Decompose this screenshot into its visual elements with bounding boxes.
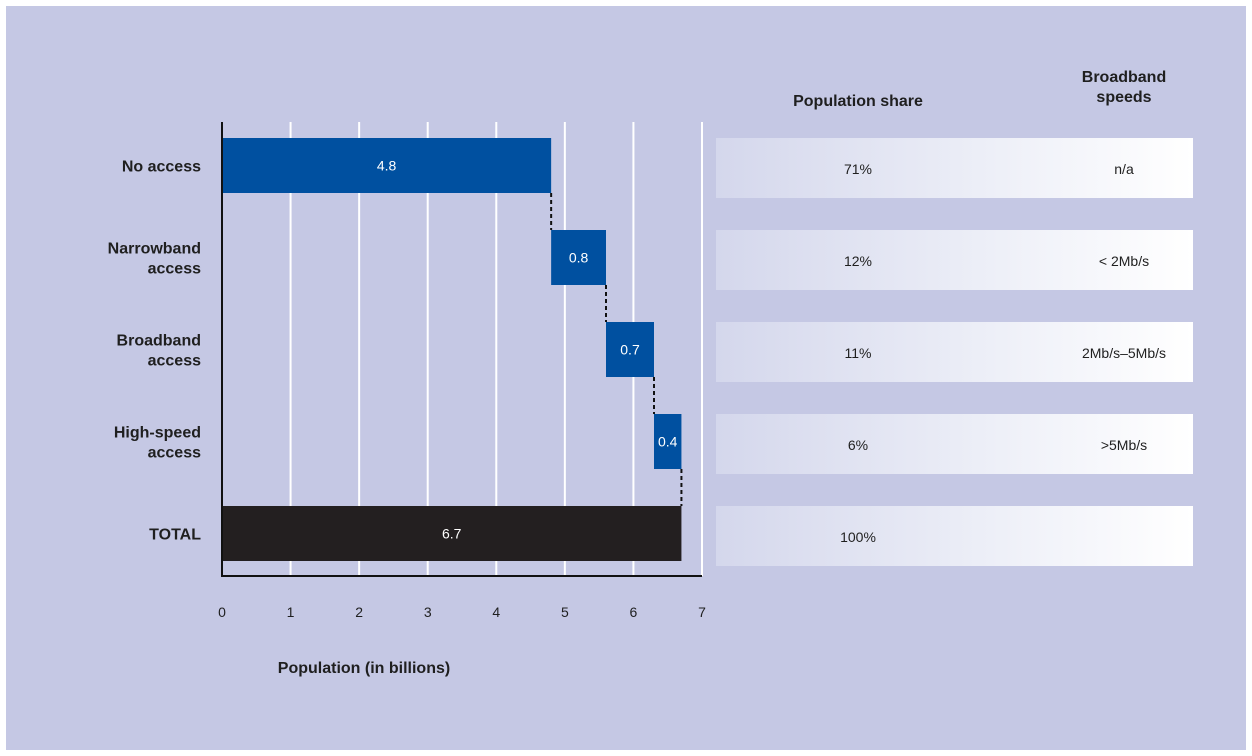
category-label: Broadband access (117, 333, 202, 370)
population-share-cell: 12% (844, 253, 872, 269)
x-tick-label: 1 (287, 604, 295, 620)
x-axis-label: Population (in billions) (278, 660, 450, 677)
population-share-cell: 6% (848, 437, 868, 453)
x-tick-label: 6 (630, 604, 638, 620)
table-row (716, 506, 1193, 566)
population-share-cell: 11% (845, 345, 872, 361)
category-label: TOTAL (149, 527, 201, 544)
header-broadband-speeds: Broadband speeds (1082, 69, 1166, 106)
bars: 4.8 0.8 0.7 0.4 6.7 (222, 138, 682, 561)
broadband-speed-cell: >5Mb/s (1101, 437, 1147, 453)
bar (222, 138, 552, 193)
chart-panel: 4.8 0.8 0.7 0.4 6.7 0 1 2 3 4 5 6 7 No access Narrow… (6, 6, 1246, 750)
table-row (716, 414, 1193, 474)
x-tick-label: 3 (424, 604, 432, 620)
x-tick-label: 4 (492, 604, 500, 620)
axes: 0 1 2 3 4 5 6 7 (218, 122, 706, 620)
population-share-cell: 71% (844, 161, 872, 177)
bar (606, 322, 654, 377)
total-bar (222, 506, 682, 561)
connector-lines (550, 193, 683, 506)
bar-value-label: 4.8 (377, 158, 397, 174)
bar (654, 414, 682, 469)
data-table: Population share Broadband speeds 71% n/a 12%… (716, 69, 1193, 566)
x-tick-label: 7 (698, 604, 706, 620)
category-label: High-speed access (114, 425, 201, 462)
x-tick-label: 0 (218, 604, 226, 620)
bar-value-label: 0.8 (569, 250, 589, 266)
table-row (716, 322, 1193, 382)
broadband-speed-cell: 2Mb/s–5Mb/s (1082, 345, 1166, 361)
bar (551, 230, 606, 285)
table-row (716, 230, 1193, 290)
bar-value-label: 0.4 (658, 434, 678, 450)
x-tick-label: 2 (355, 604, 363, 620)
broadband-speed-cell: < 2Mb/s (1099, 253, 1149, 269)
bar-value-label: 0.7 (620, 342, 640, 358)
population-share-cell: 100% (840, 529, 876, 545)
category-labels: No access Narrowband access Broadband access… (108, 159, 202, 544)
broadband-speed-cell: n/a (1114, 161, 1134, 177)
category-label: Narrowband access (108, 241, 201, 278)
x-tick-label: 5 (561, 604, 569, 620)
header-population-share: Population share (793, 93, 923, 110)
waterfall-chart: 4.8 0.8 0.7 0.4 6.7 0 1 2 3 4 5 6 7 No access Narrow… (108, 69, 1193, 677)
bar-value-label: 6.7 (442, 526, 462, 542)
category-label: No access (122, 159, 201, 176)
table-row (716, 138, 1193, 198)
